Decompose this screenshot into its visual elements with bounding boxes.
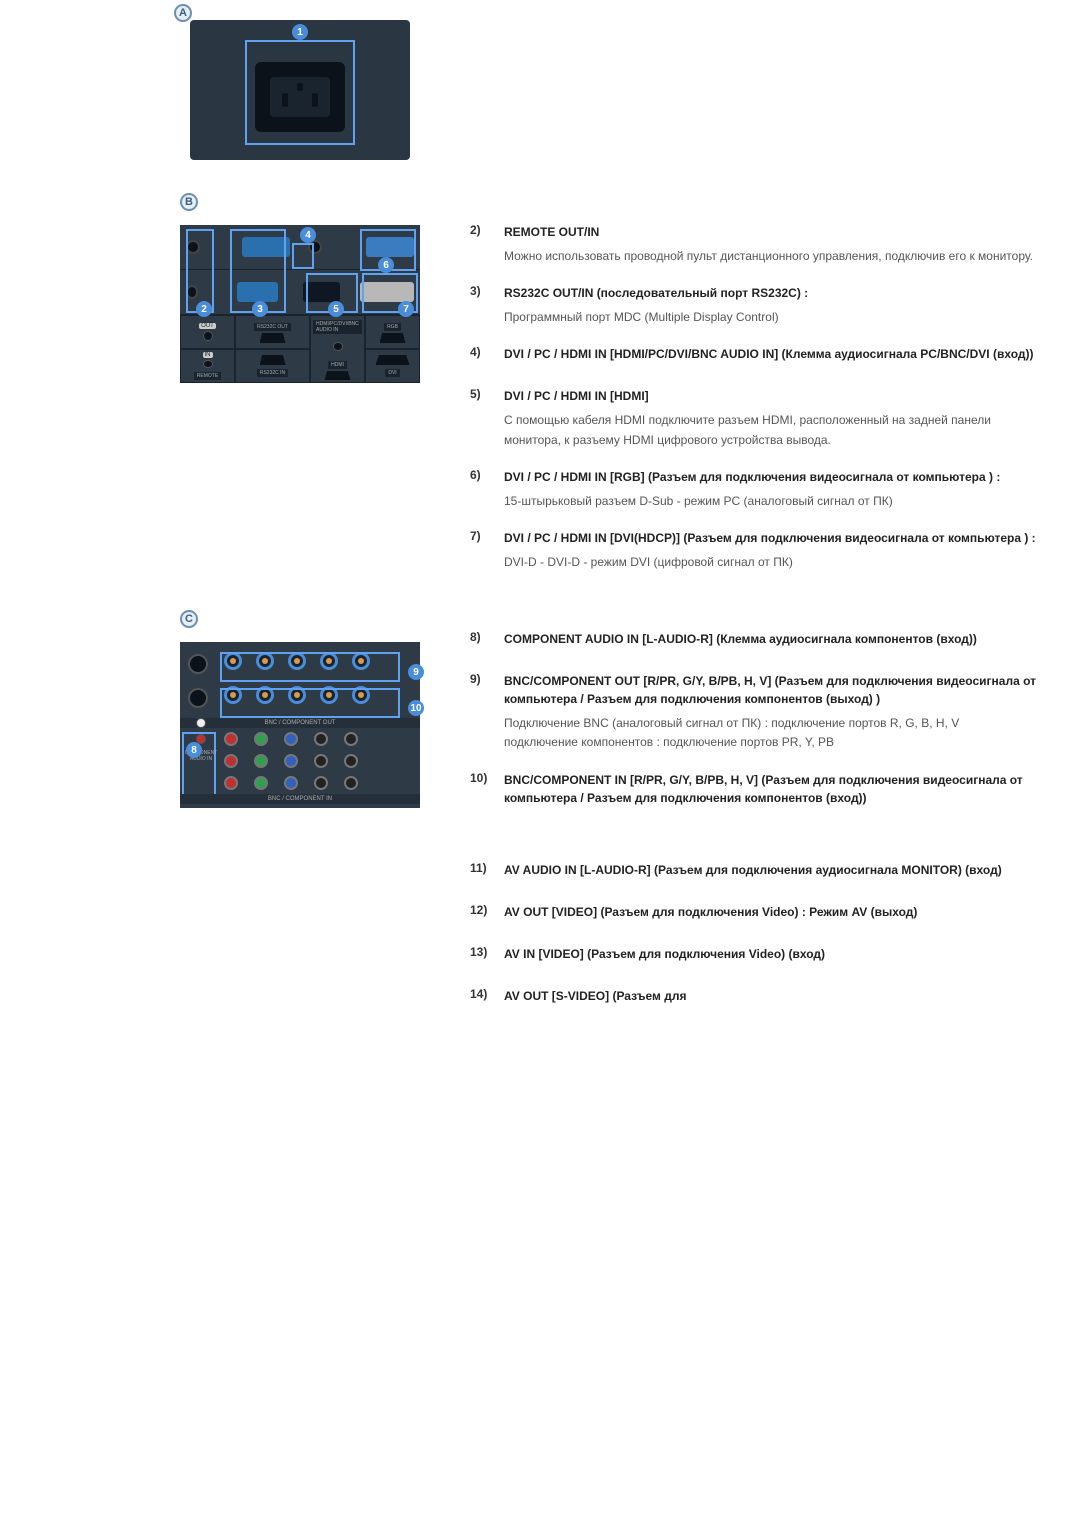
- item-desc: Программный порт MDC (Multiple Display C…: [504, 308, 1040, 327]
- port-item: 14) AV OUT [S-VIDEO] (Разъем для: [470, 987, 1040, 1011]
- port-item: 4) DVI / PC / HDMI IN [HDMI/PC/DVI/BNC AU…: [470, 345, 1040, 369]
- callout-8: 8: [186, 742, 202, 758]
- item-title: COMPONENT AUDIO IN [L-AUDIO-R] (Клемма а…: [504, 630, 1040, 648]
- callout-9: 9: [408, 664, 424, 680]
- item-title: DVI / PC / HDMI IN [HDMI/PC/DVI/BNC AUDI…: [504, 345, 1040, 363]
- item-number: 5): [470, 387, 490, 449]
- item-number: 2): [470, 223, 490, 266]
- sel-10: [220, 688, 400, 718]
- panel-b-labels: OUT RS232C OUT HDMI/PC/DVI/BNC AUDIO INH…: [180, 315, 420, 383]
- item-title: AV OUT [VIDEO] (Разъем для подключения V…: [504, 903, 1040, 921]
- item-title: RS232C OUT/IN (последовательный порт RS2…: [504, 284, 1040, 302]
- port-item: 6) DVI / PC / HDMI IN [RGB] (Разъем для п…: [470, 468, 1040, 511]
- item-number: 9): [470, 672, 490, 752]
- badge-b: B: [180, 193, 198, 211]
- callout-1: 1: [292, 24, 308, 40]
- callout-3: 3: [252, 301, 268, 317]
- port-list-d: 11) AV AUDIO IN [L-AUDIO-R] (Разъем для п…: [470, 861, 1040, 1011]
- item-desc: Подключение BNC (аналоговый сигнал от ПК…: [504, 714, 1040, 752]
- callout-7: 7: [398, 301, 414, 317]
- item-desc: DVI-D - DVI-D - режим DVI (цифровой сигн…: [504, 553, 1040, 572]
- item-number: 6): [470, 468, 490, 511]
- port-item: 11) AV AUDIO IN [L-AUDIO-R] (Разъем для п…: [470, 861, 1040, 885]
- port-list-b: 2) REMOTE OUT/IN Можно использовать провод…: [470, 223, 1040, 572]
- item-title: DVI / PC / HDMI IN [HDMI]: [504, 387, 1040, 405]
- port-list-c: 8) COMPONENT AUDIO IN [L-AUDIO-R] (Клемма…: [470, 630, 1040, 812]
- item-title: AV AUDIO IN [L-AUDIO-R] (Разъем для подк…: [504, 861, 1040, 879]
- section-d: 11) AV AUDIO IN [L-AUDIO-R] (Разъем для п…: [180, 861, 1040, 1029]
- badge-c: C: [180, 610, 198, 628]
- item-title: AV IN [VIDEO] (Разъем для подключения Vi…: [504, 945, 1040, 963]
- item-desc: С помощью кабеля HDMI подключите разъем …: [504, 411, 1040, 449]
- item-title: REMOTE OUT/IN: [504, 223, 1040, 241]
- callout-2: 2: [196, 301, 212, 317]
- port-item: 8) COMPONENT AUDIO IN [L-AUDIO-R] (Клемма…: [470, 630, 1040, 654]
- callout-5: 5: [328, 301, 344, 317]
- item-number: 13): [470, 945, 490, 969]
- section-c: C 9 10 8: [180, 610, 1040, 830]
- callout-6: 6: [378, 257, 394, 273]
- item-title: AV OUT [S-VIDEO] (Разъем для: [504, 987, 1040, 1005]
- item-number: 10): [470, 771, 490, 813]
- label-bnc-in: BNC / COMPONENT IN: [180, 794, 420, 804]
- port-item: 13) AV IN [VIDEO] (Разъем для подключения…: [470, 945, 1040, 969]
- item-number: 14): [470, 987, 490, 1011]
- item-desc: Можно использовать проводной пульт диста…: [504, 247, 1040, 266]
- item-number: 8): [470, 630, 490, 654]
- port-item: 5) DVI / PC / HDMI IN [HDMI] С помощью каб…: [470, 387, 1040, 449]
- item-title: BNC/COMPONENT OUT [R/PR, G/Y, B/PB, H, V…: [504, 672, 1040, 708]
- item-number: 4): [470, 345, 490, 369]
- port-item: 3) RS232C OUT/IN (последовательный порт R…: [470, 284, 1040, 327]
- item-number: 3): [470, 284, 490, 327]
- port-item: 2) REMOTE OUT/IN Можно использовать провод…: [470, 223, 1040, 266]
- badge-a: A: [174, 4, 192, 22]
- port-item: 10) BNC/COMPONENT IN [R/PR, G/Y, B/PB, H,…: [470, 771, 1040, 813]
- sel-4: [292, 243, 314, 269]
- power-socket: [255, 62, 345, 132]
- section-b: B 2 3 4 5 6 7: [180, 193, 1040, 590]
- item-title: DVI / PC / HDMI IN [RGB] (Разъем для под…: [504, 468, 1040, 486]
- callout-10: 10: [408, 700, 424, 716]
- port-item: 7) DVI / PC / HDMI IN [DVI(HDCP)] (Разъем…: [470, 529, 1040, 572]
- item-number: 12): [470, 903, 490, 927]
- panel-a-image: A 1: [180, 0, 440, 173]
- item-desc: 15-штырьковый разъем D-Sub - режим PC (а…: [504, 492, 1040, 511]
- sel-2: [186, 229, 214, 313]
- section-a: A 1: [180, 0, 1040, 173]
- panel-c-image: C 9 10 8: [180, 610, 440, 808]
- sel-9: [220, 652, 400, 682]
- item-number: 11): [470, 861, 490, 885]
- port-item: 12) AV OUT [VIDEO] (Разъем для подключени…: [470, 903, 1040, 927]
- callout-4: 4: [300, 227, 316, 243]
- item-number: 7): [470, 529, 490, 572]
- item-title: BNC/COMPONENT IN [R/PR, G/Y, B/PB, H, V]…: [504, 771, 1040, 807]
- item-title: DVI / PC / HDMI IN [DVI(HDCP)] (Разъем д…: [504, 529, 1040, 547]
- panel-b-image: B 2 3 4 5 6 7: [180, 193, 440, 383]
- port-item: 9) BNC/COMPONENT OUT [R/PR, G/Y, B/PB, H,…: [470, 672, 1040, 752]
